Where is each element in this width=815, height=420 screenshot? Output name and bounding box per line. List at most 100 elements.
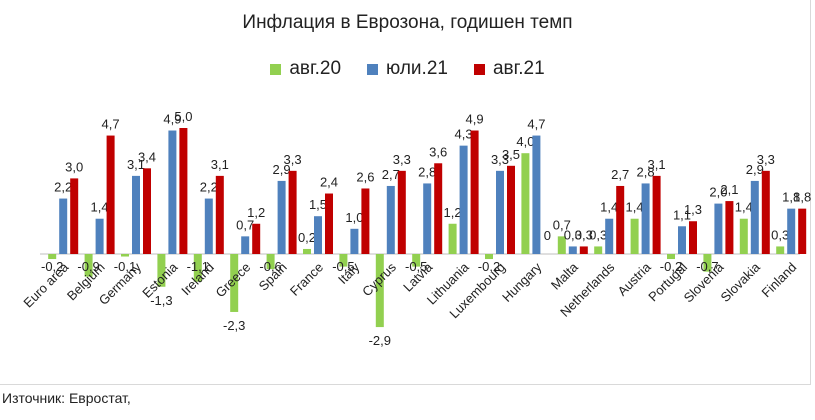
bar-3-8 <box>325 193 333 254</box>
data-label-3-11: 3,6 <box>429 144 447 159</box>
legend-swatch-aug20 <box>270 63 282 75</box>
bar-2-13 <box>496 170 504 254</box>
data-label-3-1: 3,0 <box>65 159 83 174</box>
data-label-3-19: 2,1 <box>720 182 738 197</box>
data-label-1-6: -2,3 <box>223 318 245 333</box>
bar-2-7 <box>277 180 286 254</box>
bar-3-10 <box>397 170 406 254</box>
legend-label-jul21: юли.21 <box>386 58 448 79</box>
data-label-1-8: 0,2 <box>298 230 316 245</box>
data-label-1-17: 1,4 <box>626 200 644 215</box>
bar-3-6 <box>252 223 261 254</box>
bar-2-9 <box>350 228 359 254</box>
data-label-1-18: -0,2 <box>660 259 682 274</box>
bar-1-9 <box>339 254 348 267</box>
data-label-2-10: 2,7 <box>382 167 400 182</box>
data-label-3-15: 0,3 <box>575 227 593 242</box>
data-label-1-12: 1,2 <box>444 205 462 220</box>
legend-item-aug21: авг.21 <box>473 58 545 80</box>
data-label-3-17: 3,1 <box>648 157 666 172</box>
bar-1-18 <box>667 254 675 260</box>
data-label-3-2: 4,7 <box>102 117 120 132</box>
data-label-2-5: 2,2 <box>200 180 218 195</box>
bar-2-3 <box>132 175 140 254</box>
legend-label-aug20: авг.20 <box>289 58 342 79</box>
data-label-1-1: -0,2 <box>41 259 63 274</box>
data-label-1-16: 0,3 <box>589 227 607 242</box>
bar-2-17 <box>641 183 650 254</box>
data-label-2-9: 1,0 <box>345 210 363 225</box>
data-label-2-15: 0,3 <box>564 227 582 242</box>
data-label-1-10: -2,9 <box>369 333 391 348</box>
bar-3-1 <box>70 178 79 254</box>
bar-2-21 <box>787 208 796 254</box>
bar-1-12 <box>448 223 457 254</box>
bar-3-17 <box>652 175 661 254</box>
bar-1-8 <box>303 248 311 254</box>
bar-1-6 <box>230 254 239 312</box>
data-label-1-5: -1,1 <box>187 259 209 274</box>
data-label-1-19: -0,7 <box>696 259 718 274</box>
legend-item-aug20: авг.20 <box>270 58 341 80</box>
bar-3-7 <box>288 170 297 254</box>
data-label-3-6: 1,2 <box>247 205 265 220</box>
chart-frame <box>0 0 811 385</box>
data-label-1-2: -0,9 <box>77 259 99 274</box>
data-label-2-16: 1,4 <box>600 200 618 215</box>
bar-2-14 <box>532 135 541 254</box>
bar-3-21 <box>798 208 807 254</box>
bar-2-8 <box>314 216 322 254</box>
data-label-1-15: 0,7 <box>553 217 571 232</box>
data-label-3-20: 3,3 <box>757 152 775 167</box>
bar-1-1 <box>48 254 57 260</box>
bar-1-19 <box>703 254 712 272</box>
bar-1-5 <box>193 254 202 282</box>
bar-1-14 <box>521 153 530 254</box>
data-label-1-21: 0,3 <box>771 227 789 242</box>
data-label-3-16: 2,7 <box>611 167 629 182</box>
bar-1-13 <box>485 254 493 260</box>
data-label-2-7: 2,9 <box>273 162 291 177</box>
bar-2-2 <box>95 218 104 254</box>
data-label-3-18: 1,3 <box>684 202 702 217</box>
bar-1-21 <box>776 246 785 254</box>
data-label-2-18: 1,1 <box>673 207 691 222</box>
data-label-1-11: -0,5 <box>405 259 427 274</box>
bar-3-15 <box>579 246 588 254</box>
data-label-2-6: 0,7 <box>236 217 254 232</box>
legend-item-jul21: юли.21 <box>367 58 448 80</box>
category-label-14: Hungary <box>499 259 545 305</box>
bar-2-11 <box>423 183 432 254</box>
bar-2-12 <box>459 145 468 254</box>
bar-2-1 <box>59 198 68 254</box>
data-label-2-8: 1,5 <box>309 197 327 212</box>
bar-1-10 <box>375 254 384 328</box>
data-label-3-12: 4,9 <box>466 112 484 127</box>
data-label-2-14: 4,7 <box>527 117 545 132</box>
bar-3-3 <box>143 168 151 254</box>
data-label-3-5: 3,1 <box>211 157 229 172</box>
legend-swatch-jul21 <box>367 63 379 75</box>
category-label-20: Slovakia <box>718 259 764 305</box>
bar-3-4 <box>179 128 188 254</box>
bar-2-16 <box>605 218 614 254</box>
bar-1-15 <box>557 236 566 254</box>
source-note: Източник: Евростат, <box>2 390 131 406</box>
data-label-3-3: 3,4 <box>138 149 156 164</box>
bar-1-4 <box>157 254 166 287</box>
data-label-2-19: 2,0 <box>709 185 727 200</box>
data-label-3-21: 1,8 <box>793 190 811 205</box>
legend: авг.20 юли.21 авг.21 <box>0 58 815 80</box>
bar-3-12 <box>470 130 479 254</box>
bar-2-4 <box>168 130 177 254</box>
chart-title: Инфлация в Еврозона, годишен темп <box>242 12 573 33</box>
data-label-1-7: -0,6 <box>259 259 281 274</box>
data-label-2-21: 1,8 <box>782 190 800 205</box>
bar-2-18 <box>678 226 686 254</box>
data-label-3-9: 2,6 <box>356 169 374 184</box>
bar-2-6 <box>241 236 250 254</box>
data-label-1-20: 1,4 <box>735 200 753 215</box>
bar-3-16 <box>616 185 625 254</box>
legend-label-aug21: авг.21 <box>492 58 545 79</box>
